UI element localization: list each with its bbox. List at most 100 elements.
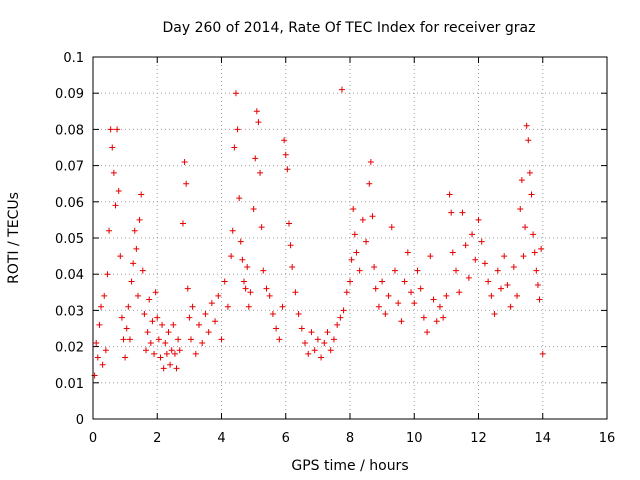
data-point bbox=[465, 274, 472, 281]
data-point bbox=[171, 350, 178, 357]
data-point bbox=[163, 350, 170, 357]
y-tick-label: 0.05 bbox=[55, 232, 84, 247]
data-point bbox=[478, 238, 485, 245]
data-point bbox=[221, 278, 228, 285]
data-point bbox=[311, 347, 318, 354]
data-point bbox=[536, 296, 543, 303]
data-point bbox=[273, 325, 280, 332]
data-point bbox=[202, 311, 209, 318]
data-point bbox=[507, 303, 514, 310]
data-point bbox=[292, 289, 299, 296]
data-point bbox=[440, 314, 447, 321]
data-point bbox=[253, 108, 260, 115]
data-point bbox=[514, 292, 521, 299]
y-tick-label: 0 bbox=[76, 413, 84, 428]
data-point bbox=[475, 216, 482, 223]
data-point bbox=[237, 238, 244, 245]
data-point bbox=[183, 180, 190, 187]
data-point bbox=[494, 267, 501, 274]
data-point bbox=[139, 267, 146, 274]
data-point bbox=[497, 285, 504, 292]
data-point bbox=[257, 169, 264, 176]
data-point bbox=[351, 231, 358, 238]
data-point bbox=[287, 242, 294, 249]
data-point bbox=[130, 260, 137, 267]
data-point bbox=[350, 206, 357, 213]
data-point bbox=[491, 311, 498, 318]
data-point bbox=[184, 285, 191, 292]
data-point bbox=[414, 267, 421, 274]
data-point bbox=[282, 151, 289, 158]
data-point bbox=[236, 195, 243, 202]
y-axis-label: ROTI / TECUs bbox=[6, 192, 22, 284]
data-point bbox=[369, 213, 376, 220]
data-point bbox=[318, 354, 325, 361]
data-point bbox=[411, 300, 418, 307]
data-point bbox=[242, 285, 249, 292]
data-point bbox=[229, 227, 236, 234]
data-point bbox=[115, 187, 122, 194]
y-tick-label: 0.03 bbox=[55, 304, 84, 319]
data-point bbox=[446, 191, 453, 198]
data-point bbox=[348, 256, 355, 263]
data-point bbox=[285, 220, 292, 227]
data-point bbox=[155, 336, 162, 343]
x-tick-label: 10 bbox=[406, 431, 423, 446]
data-point bbox=[525, 137, 532, 144]
data-point bbox=[131, 227, 138, 234]
data-point bbox=[302, 339, 309, 346]
data-point bbox=[199, 339, 206, 346]
data-point bbox=[520, 253, 527, 260]
x-tick-label: 6 bbox=[282, 431, 290, 446]
data-point bbox=[314, 336, 321, 343]
data-point bbox=[266, 292, 273, 299]
data-point bbox=[417, 285, 424, 292]
data-point bbox=[375, 303, 382, 310]
data-point bbox=[250, 206, 257, 213]
data-point bbox=[269, 311, 276, 318]
y-tick-label: 0.08 bbox=[55, 123, 84, 138]
data-point bbox=[94, 354, 101, 361]
data-point bbox=[298, 325, 305, 332]
data-point bbox=[347, 278, 353, 285]
y-tick-label: 0.09 bbox=[55, 87, 84, 102]
data-point bbox=[239, 256, 246, 263]
data-point bbox=[255, 119, 262, 126]
data-point bbox=[118, 314, 125, 321]
data-point bbox=[152, 289, 159, 296]
data-point bbox=[523, 122, 530, 129]
data-point bbox=[157, 354, 164, 361]
data-point bbox=[159, 321, 166, 328]
data-point bbox=[533, 267, 540, 274]
data-point bbox=[141, 311, 148, 318]
data-point bbox=[212, 318, 219, 325]
data-point bbox=[196, 321, 203, 328]
data-point bbox=[530, 231, 537, 238]
data-point bbox=[337, 314, 344, 321]
data-point bbox=[234, 126, 241, 133]
data-point bbox=[367, 158, 374, 165]
grid-lines bbox=[93, 57, 607, 419]
data-point bbox=[114, 126, 121, 133]
data-point bbox=[240, 278, 247, 285]
data-point bbox=[427, 253, 434, 260]
data-point bbox=[504, 282, 511, 289]
data-point bbox=[284, 166, 291, 173]
data-point bbox=[99, 361, 106, 368]
data-point bbox=[167, 361, 174, 368]
data-point bbox=[538, 245, 545, 252]
data-point bbox=[289, 263, 296, 270]
chart-title: Day 260 of 2014, Rate Of TEC Index for r… bbox=[163, 20, 536, 36]
data-point bbox=[485, 278, 492, 285]
data-point bbox=[215, 292, 222, 299]
data-point bbox=[247, 289, 254, 296]
data-point bbox=[260, 267, 267, 274]
y-tick-label: 0.06 bbox=[55, 196, 84, 211]
data-point bbox=[453, 267, 460, 274]
data-point bbox=[424, 329, 431, 336]
data-point bbox=[126, 336, 133, 343]
data-point bbox=[385, 292, 392, 299]
data-point bbox=[149, 318, 156, 325]
